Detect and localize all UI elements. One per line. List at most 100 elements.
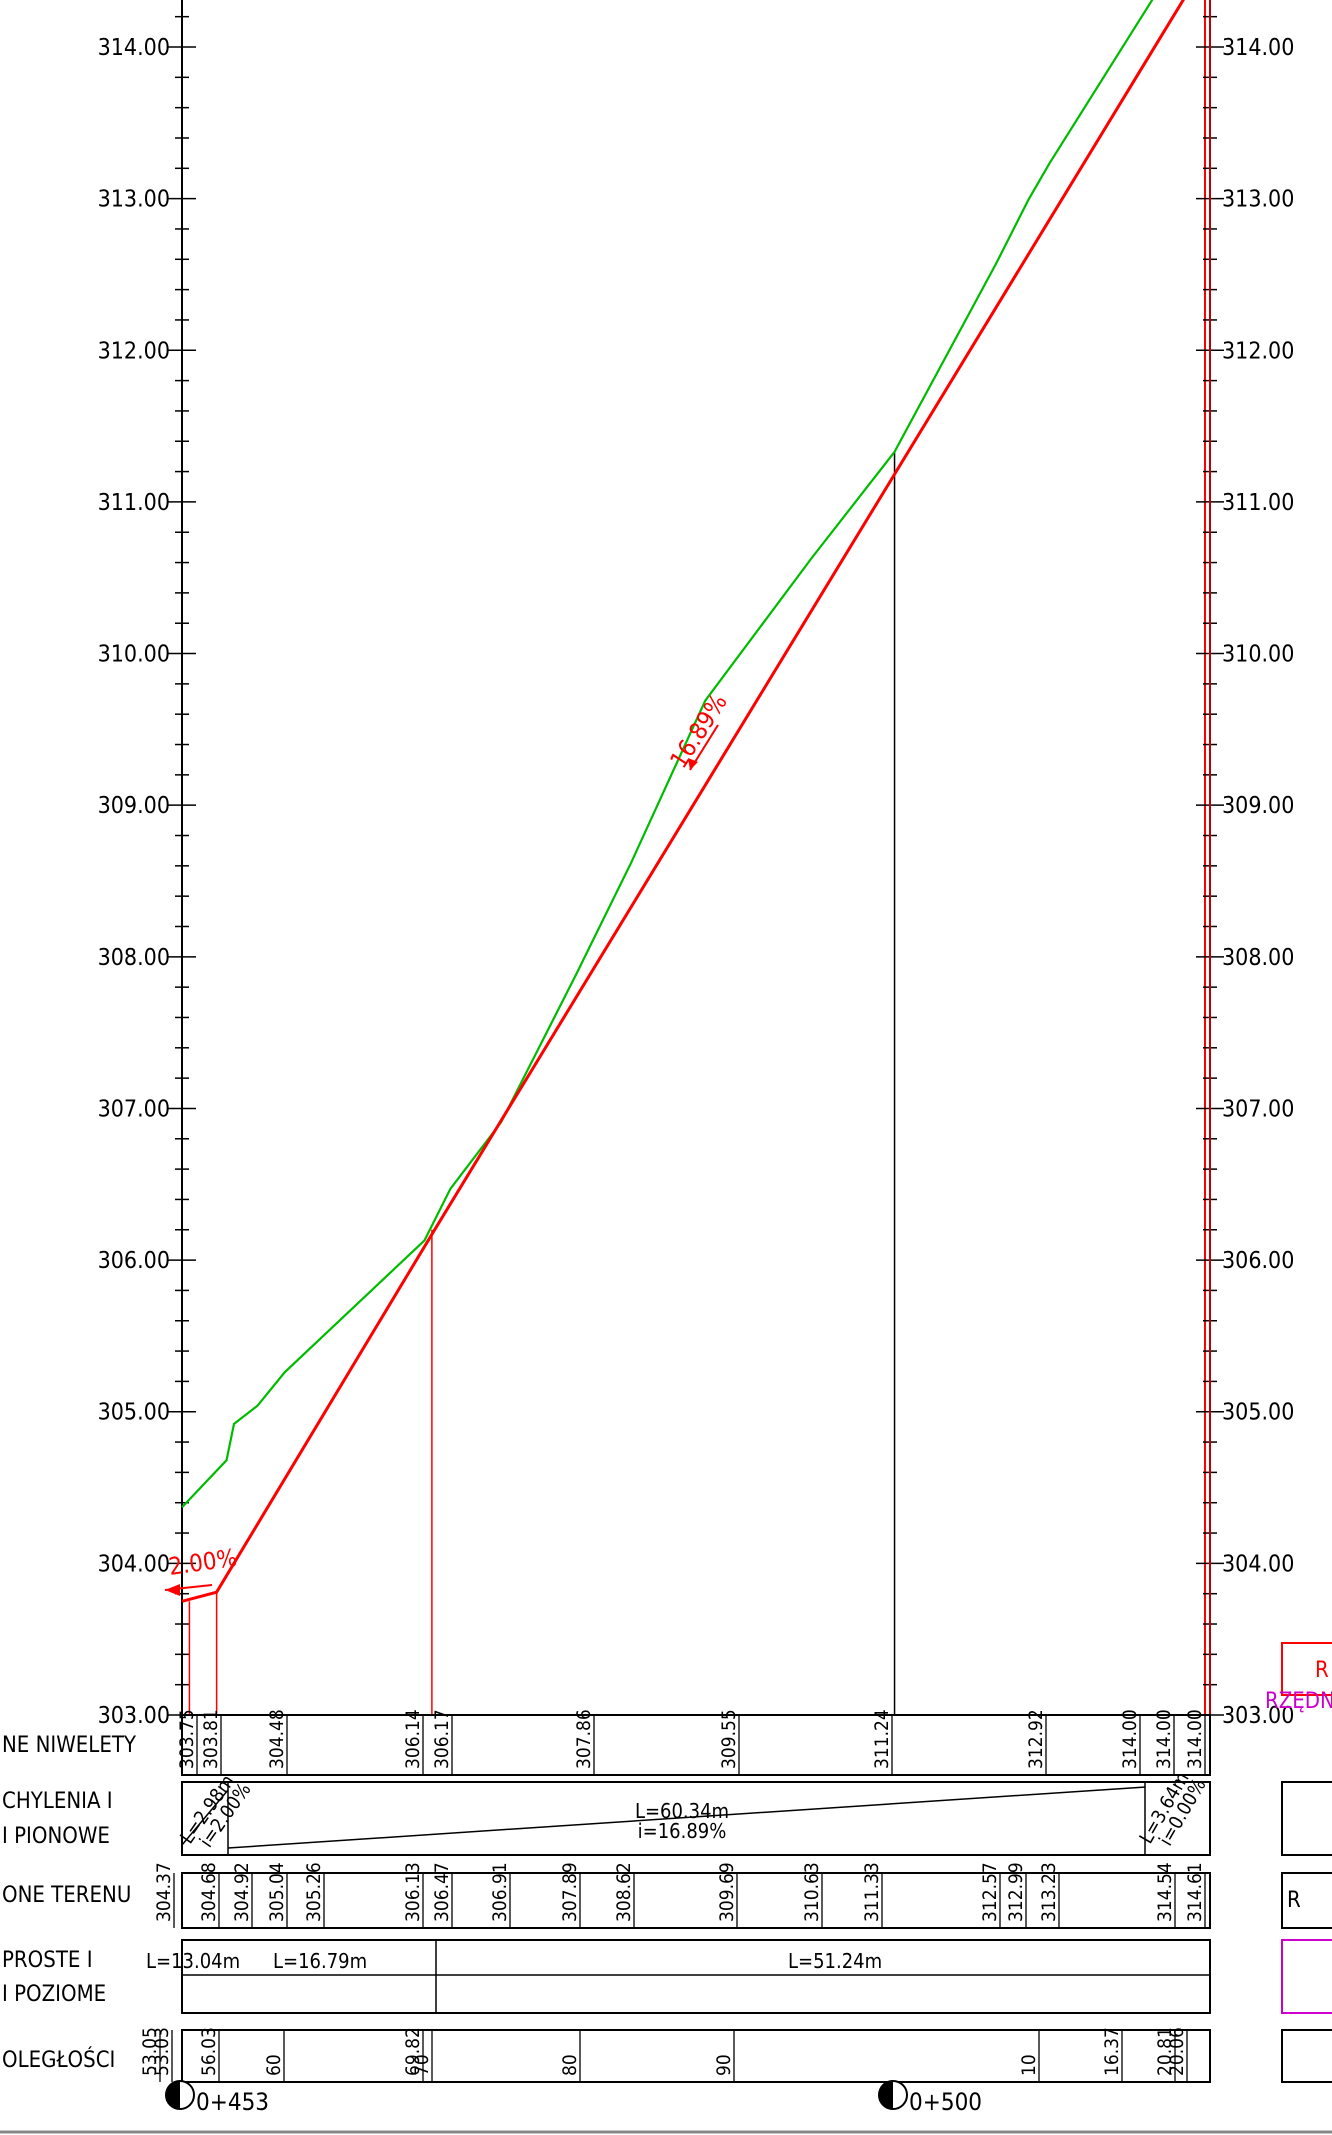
cell-value: 80 [559, 2054, 581, 2076]
right-axis-label: 311.00 [1222, 490, 1294, 516]
cell-value: 20.06 [1166, 2027, 1188, 2076]
side-terrain-box-label: R [1287, 1888, 1301, 1913]
cell-value: 314.00 [1153, 1709, 1175, 1769]
cell-value: 306.17 [431, 1709, 453, 1769]
cell-value: 314.00 [1184, 1709, 1206, 1769]
cell-value: 306.91 [489, 1862, 511, 1922]
right-axis-label: 306.00 [1222, 1248, 1294, 1274]
cell-value: 312.57 [979, 1862, 1001, 1922]
cell-value: 305.04 [266, 1862, 288, 1922]
cell-value: 306.14 [402, 1709, 424, 1769]
cell-value: 70 [411, 2054, 433, 2076]
right-axis-label: 305.00 [1222, 1400, 1294, 1426]
profile-table: NE NIWELETY 303.75 303.81 304.48 306.14 306.… [2, 1709, 1211, 2083]
cell-value: 90 [713, 2054, 735, 2076]
cell-value: 303.75 [176, 1709, 198, 1769]
right-axis-label: 307.00 [1222, 1096, 1294, 1122]
right-axis-labels: 303.00 304.00 305.00 306.00 307.00 308.00 309.… [1222, 35, 1294, 1729]
left-axis-label: 305.00 [98, 1400, 170, 1426]
right-axis-label: 304.00 [1222, 1551, 1294, 1577]
side-horizontal-box [1281, 1939, 1332, 2014]
cell-value: 53.05 [139, 2027, 161, 2076]
terrain-line [181, 0, 1154, 1509]
row-grade-elevations-title: NE NIWELETY [2, 1733, 137, 1758]
row-grade-elevations-frame [181, 1714, 1211, 1776]
station-label-0453: 0+453 [196, 2088, 269, 2116]
station-marker-0500: 0+500 [878, 2080, 982, 2116]
cell-value: 20.81 [1154, 2027, 1176, 2076]
gradient-end-label: L=3.64mi=0.00% [1135, 1766, 1210, 1856]
side-distance-box [1281, 2029, 1332, 2083]
horizontal-segment-2: L=16.79m [273, 1949, 367, 1973]
cell-value: 53.03 [151, 2027, 173, 2076]
right-axis-label: 314.00 [1222, 35, 1294, 61]
row-terrain-elevations-cells: 304.37 304.68 304.92 305.04 305.26 306.13 306.… [153, 1862, 1206, 1928]
cell-value: 312.92 [1025, 1709, 1047, 1769]
side-terrain-box [1281, 1872, 1332, 1929]
cell-value: 311.33 [861, 1862, 883, 1922]
left-axis-label: 307.00 [98, 1096, 170, 1122]
row-gradients-title-1: CHYLENIA I [2, 1789, 113, 1814]
left-axis-label: 304.00 [98, 1551, 170, 1577]
side-grade-box-label: R [1315, 1658, 1329, 1683]
left-axis-ticks [168, 15, 196, 1716]
cell-value: 304.48 [266, 1709, 288, 1769]
row-terrain-elevations-frame [181, 1872, 1211, 1929]
cell-value: 69.82 [402, 2027, 424, 2076]
right-axis-label: 310.00 [1222, 642, 1294, 668]
cell-value: 306.13 [402, 1862, 424, 1922]
cell-value: 16.37 [1101, 2027, 1123, 2076]
right-axis-label: 308.00 [1222, 945, 1294, 971]
left-axis-labels: 303.00 304.00 305.00 306.00 307.00 308.00 309.… [98, 35, 170, 1729]
row-gradients-frame [181, 1781, 1211, 1856]
cell-value: 305.26 [303, 1862, 325, 1922]
side-grade-title: RZĘDNE [1265, 1689, 1332, 1714]
cell-value: 307.89 [559, 1862, 581, 1922]
left-axis-label: 313.00 [98, 187, 170, 213]
right-axis-label: 309.00 [1222, 793, 1294, 819]
slope-label-main: 16.89% [665, 689, 733, 773]
row-terrain-elevations-title: ONE TERENU [2, 1883, 131, 1908]
row-gradients-title-2: I PIONOWE [2, 1824, 110, 1849]
left-axis-label: 314.00 [98, 35, 170, 61]
station-marker-0453: 0+453 [165, 2080, 269, 2116]
cell-value: 10 [1018, 2054, 1040, 2076]
slope-arrow-start [165, 1584, 180, 1596]
left-axis-label: 306.00 [98, 1248, 170, 1274]
cell-value: 310.63 [801, 1862, 823, 1922]
horizontal-segment-3: L=51.24m [788, 1949, 882, 1973]
cell-value: 309.55 [718, 1709, 740, 1769]
cell-value: 308.62 [613, 1862, 635, 1922]
gradient-middle-slope: i=16.89% [638, 1819, 727, 1843]
cell-value: 314.00 [1119, 1709, 1141, 1769]
cell-value: 304.68 [198, 1862, 220, 1922]
gradient-middle-length: L=60.34m [635, 1799, 729, 1823]
left-axis-label: 311.00 [98, 490, 170, 516]
slope-arrow-main [688, 758, 698, 770]
row-distances-title: OLEGŁOŚCI [2, 2047, 115, 2073]
right-axis-label: 313.00 [1222, 187, 1294, 213]
row-distances-frame [181, 2029, 1211, 2083]
station-label-0500: 0+500 [909, 2088, 982, 2116]
side-grade-box [1281, 1642, 1332, 1696]
grade-line [181, 0, 1185, 1603]
cell-value: 314.61 [1184, 1862, 1206, 1922]
cell-value: 303.81 [200, 1709, 222, 1769]
right-axis-label: 303.00 [1222, 1703, 1294, 1729]
left-axis-label: 309.00 [98, 793, 170, 819]
row-horizontal-frame [181, 1939, 1211, 2014]
horizontal-segment-1: L=13.04m [146, 1949, 240, 1973]
cell-value: 313.23 [1038, 1862, 1060, 1922]
row-horizontal-title-2: I POZIOME [2, 1982, 106, 2007]
cell-value: 306.47 [431, 1862, 453, 1922]
cell-value: 56.03 [198, 2027, 220, 2076]
cell-value: 304.37 [153, 1862, 175, 1922]
cell-value: 309.69 [716, 1862, 738, 1922]
cell-value: 312.99 [1005, 1862, 1027, 1922]
gradient-middle-diagonal [227, 1786, 1146, 1849]
station-verticals [188, 0, 1211, 1715]
left-axis-label: 310.00 [98, 642, 170, 668]
right-axis-label: 312.00 [1222, 338, 1294, 364]
